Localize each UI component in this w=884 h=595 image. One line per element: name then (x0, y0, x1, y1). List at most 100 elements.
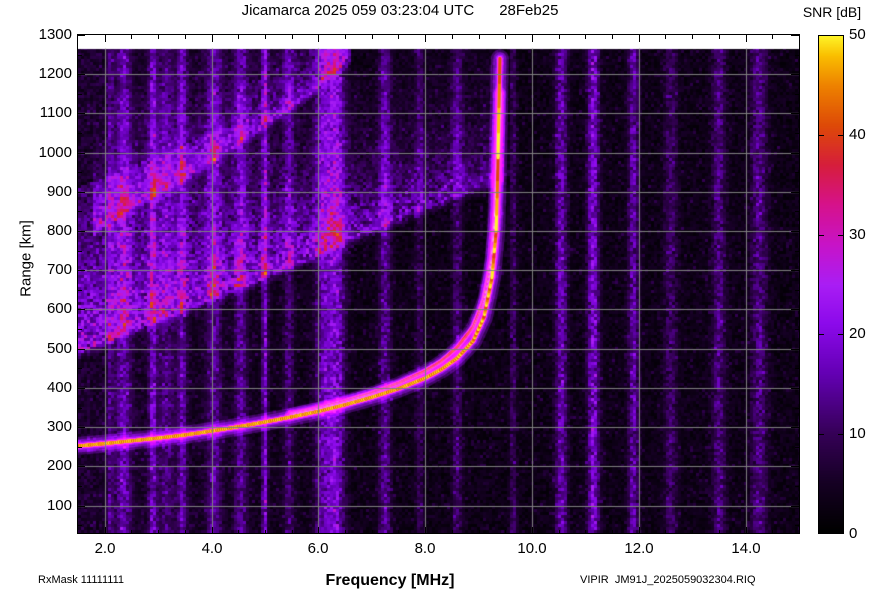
x-minor-tick (665, 35, 666, 39)
footer-filename: VIPIR JM91J_2025059032304.RIQ (580, 574, 756, 586)
x-minor-tick (692, 530, 693, 534)
colorbar-tick-label: 50 (849, 26, 866, 43)
x-tick-label: 10.0 (517, 540, 547, 557)
y-tick-label: 1200 (38, 65, 72, 82)
y-tick-mark (78, 427, 85, 428)
y-tick-label: 1100 (39, 104, 72, 121)
x-tick-mark (746, 527, 747, 534)
x-minor-tick (185, 530, 186, 534)
x-minor-tick (265, 35, 266, 39)
y-tick-mark (791, 466, 799, 467)
x-minor-tick (372, 35, 373, 39)
y-tick-mark (791, 192, 799, 193)
x-minor-tick (479, 35, 480, 39)
x-minor-tick (398, 35, 399, 39)
x-minor-tick (158, 35, 159, 39)
y-tick-mark (791, 231, 799, 232)
y-minor-tick (795, 368, 799, 369)
y-tick-label: 900 (46, 183, 72, 200)
y-tick-mark (791, 270, 799, 271)
x-minor-tick (238, 35, 239, 39)
x-minor-tick (559, 35, 560, 39)
y-minor-tick (795, 211, 799, 212)
x-axis-title: Frequency [MHz] (325, 572, 455, 589)
colorbar-tick-mark (818, 434, 824, 435)
y-tick-mark (791, 309, 799, 310)
y-minor-tick (795, 55, 799, 56)
x-tick-mark (746, 35, 747, 42)
x-minor-tick (479, 530, 480, 534)
x-minor-tick (452, 530, 453, 534)
x-minor-tick (799, 530, 800, 534)
x-minor-tick (692, 35, 693, 39)
x-minor-tick (719, 35, 720, 39)
y-minor-tick (795, 94, 799, 95)
y-minor-tick (795, 408, 799, 409)
y-minor-tick (78, 55, 82, 56)
x-tick-mark (639, 527, 640, 534)
colorbar-tick-label: 30 (849, 226, 866, 243)
y-tick-label: 1000 (38, 144, 72, 161)
y-minor-tick (78, 525, 82, 526)
y-tick-mark (78, 349, 85, 350)
y-tick-mark (78, 466, 85, 467)
x-minor-tick (505, 35, 506, 39)
y-minor-tick (78, 172, 82, 173)
x-tick-label: 12.0 (624, 540, 654, 557)
y-tick-label: 300 (46, 418, 72, 435)
y-tick-mark (791, 506, 799, 507)
y-minor-tick (78, 486, 82, 487)
x-minor-tick (559, 530, 560, 534)
y-minor-tick (78, 94, 82, 95)
y-minor-tick (78, 251, 82, 252)
colorbar-tick-mark (838, 434, 844, 435)
colorbar-tick-mark (818, 334, 824, 335)
colorbar-tick-mark (818, 235, 824, 236)
x-minor-tick (612, 530, 613, 534)
x-tick-label: 2.0 (94, 540, 116, 557)
x-tick-mark (318, 35, 319, 42)
x-minor-tick (719, 530, 720, 534)
y-tick-mark (78, 388, 85, 389)
y-tick-mark (791, 153, 799, 154)
y-tick-label: 1300 (38, 26, 72, 43)
x-tick-mark (318, 527, 319, 534)
x-minor-tick (665, 530, 666, 534)
x-tick-mark (212, 35, 213, 42)
footer-rxmask: RxMask 11111111 (38, 574, 125, 586)
x-minor-tick (398, 530, 399, 534)
x-minor-tick (265, 530, 266, 534)
y-tick-label: 800 (46, 222, 72, 239)
y-axis-title: Range [km] (17, 220, 35, 297)
y-minor-tick (78, 368, 82, 369)
colorbar-tick-mark (838, 334, 844, 335)
x-tick-mark (532, 35, 533, 42)
y-minor-tick (795, 329, 799, 330)
x-tick-mark (532, 527, 533, 534)
x-minor-tick (292, 530, 293, 534)
colorbar-tick-label: 0 (849, 525, 858, 542)
x-tick-label: 8.0 (414, 540, 436, 557)
colorbar-tick-label: 20 (849, 325, 866, 342)
colorbar-tick-label: 40 (849, 126, 866, 143)
x-minor-tick (131, 530, 132, 534)
x-minor-tick (238, 530, 239, 534)
y-tick-label: 200 (46, 457, 72, 474)
x-tick-mark (105, 527, 106, 534)
y-tick-mark (78, 113, 85, 114)
x-minor-tick (799, 35, 800, 39)
y-tick-label: 100 (46, 497, 72, 514)
y-tick-label: 700 (46, 261, 72, 278)
y-minor-tick (78, 290, 82, 291)
y-minor-tick (78, 133, 82, 134)
x-minor-tick (345, 530, 346, 534)
y-tick-mark (78, 153, 85, 154)
x-tick-label: 14.0 (731, 540, 761, 557)
snr-colorbar (818, 35, 844, 534)
y-tick-mark (791, 74, 799, 75)
colorbar-title: SNR [dB] (802, 4, 862, 20)
y-tick-mark (791, 427, 799, 428)
x-minor-tick (505, 530, 506, 534)
colorbar-tick-label: 10 (849, 425, 866, 442)
